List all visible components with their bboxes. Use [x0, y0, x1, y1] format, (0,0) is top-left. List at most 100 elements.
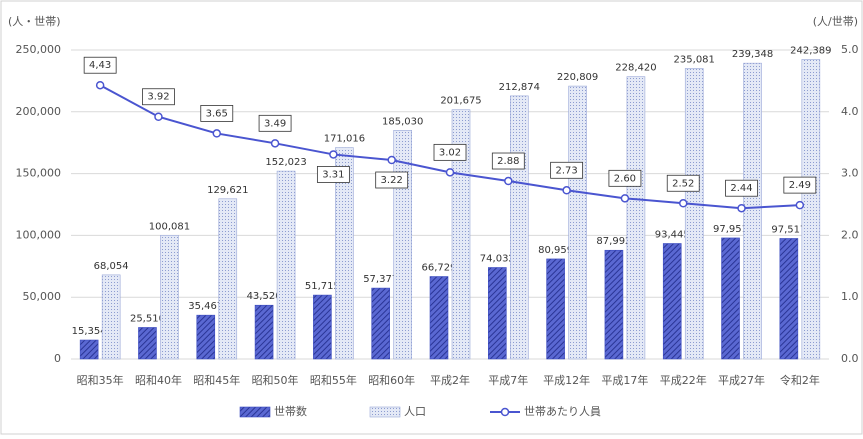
bar: [721, 237, 740, 360]
bar: [801, 59, 821, 360]
x-tick-label: 昭和40年: [135, 373, 182, 387]
data-label: 97,517: [771, 224, 806, 235]
data-label: 3.65: [206, 108, 228, 119]
data-label-box: [83, 56, 117, 74]
line-marker: [270, 139, 280, 148]
y2-axis-label: (人/世帯): [813, 15, 858, 28]
y2-tick-label: 3.0: [841, 167, 859, 180]
data-label: 2.60: [614, 173, 636, 184]
bar: [138, 327, 157, 360]
y-tick-label: 0: [54, 352, 61, 365]
data-label-box: [666, 174, 700, 192]
line-marker: [795, 200, 805, 210]
data-label: 201,675: [440, 96, 481, 107]
data-label: 87,992: [596, 236, 631, 247]
data-label: 2.44: [730, 183, 752, 194]
data-label-box: [316, 166, 350, 183]
bar: [313, 294, 332, 360]
bar: [604, 249, 624, 360]
data-label-box: [433, 143, 467, 161]
data-label: 242,389: [790, 45, 831, 56]
data-label: 4,43: [89, 60, 111, 71]
bar: [779, 238, 799, 360]
bar: [488, 267, 507, 360]
bar: [546, 258, 565, 360]
data-label-box: [725, 179, 758, 197]
y-tick-label: 250,000: [16, 43, 62, 56]
line-marker: [95, 80, 105, 90]
data-label: 66,729: [422, 263, 457, 274]
legend-swatch: [239, 406, 271, 418]
bar: [79, 339, 99, 360]
x-tick-label: 昭和35年: [77, 373, 124, 387]
data-label: 239,348: [732, 49, 773, 60]
data-label-box: [142, 88, 175, 106]
data-label: 93,445: [655, 230, 690, 241]
data-label: 74,032: [480, 253, 515, 264]
legend-swatch: [500, 407, 510, 417]
bar: [626, 76, 646, 360]
bar: [510, 95, 529, 360]
y-tick-label: 50,000: [23, 290, 62, 303]
data-label: 220,809: [557, 72, 598, 83]
bar: [568, 85, 587, 360]
data-label: 3.49: [264, 118, 286, 129]
data-label: 171,016: [324, 134, 365, 145]
data-label: 2.52: [672, 178, 694, 189]
x-tick-label: 平成22年: [660, 373, 707, 387]
data-label: 212,874: [499, 82, 540, 93]
bar: [276, 170, 296, 360]
data-label-box: [491, 152, 525, 170]
x-tick-label: 昭和60年: [368, 373, 415, 387]
bar: [218, 198, 238, 360]
data-label: 3.02: [439, 147, 461, 158]
data-label-box: [783, 176, 817, 194]
data-label-box: [608, 169, 642, 187]
data-label: 3.22: [381, 175, 403, 186]
data-label: 2.88: [497, 156, 519, 167]
bar: [335, 147, 354, 360]
legend-swatch: [369, 406, 401, 418]
data-label: 57,377: [363, 274, 398, 285]
line-marker: [737, 203, 746, 213]
bar: [101, 274, 121, 360]
bar: [196, 314, 216, 360]
data-label: 185,030: [382, 116, 423, 127]
y2-tick-label: 4.0: [841, 105, 859, 118]
y-axis-label: (人・世帯): [8, 15, 61, 28]
bar: [743, 62, 762, 360]
x-tick-label: 平成2年: [430, 373, 470, 387]
data-label: 2.49: [789, 180, 811, 191]
line-marker: [445, 168, 455, 177]
data-label: 3.31: [322, 169, 344, 180]
bar: [429, 276, 449, 360]
data-label: 3.92: [147, 92, 169, 103]
data-label: 100,081: [149, 221, 190, 232]
legend-label: 世帯数: [274, 405, 307, 418]
data-label: 235,081: [674, 54, 715, 65]
data-label: 51,715: [305, 281, 340, 292]
bar: [254, 304, 274, 360]
data-label: 15,354: [72, 326, 107, 337]
legend-label: 世帯あたり人員: [524, 405, 601, 418]
line-marker: [678, 199, 688, 208]
bar: [662, 243, 682, 360]
line-marker: [504, 176, 513, 186]
data-label-box: [375, 171, 409, 189]
bar: [684, 68, 704, 360]
x-tick-label: 平成27年: [718, 373, 765, 387]
bar: [160, 234, 179, 360]
legend-label: 人口: [404, 405, 426, 418]
data-label: 25,510: [130, 313, 165, 324]
x-tick-label: 平成12年: [543, 373, 590, 387]
data-label: 129,621: [207, 185, 248, 196]
line-marker: [329, 150, 338, 159]
y2-tick-label: 0.0: [841, 352, 859, 365]
x-tick-label: 昭和55年: [310, 373, 357, 387]
bar: [371, 287, 390, 360]
y2-tick-label: 2.0: [841, 228, 859, 241]
y-tick-label: 200,000: [16, 105, 62, 118]
data-label: 68,054: [94, 261, 129, 272]
